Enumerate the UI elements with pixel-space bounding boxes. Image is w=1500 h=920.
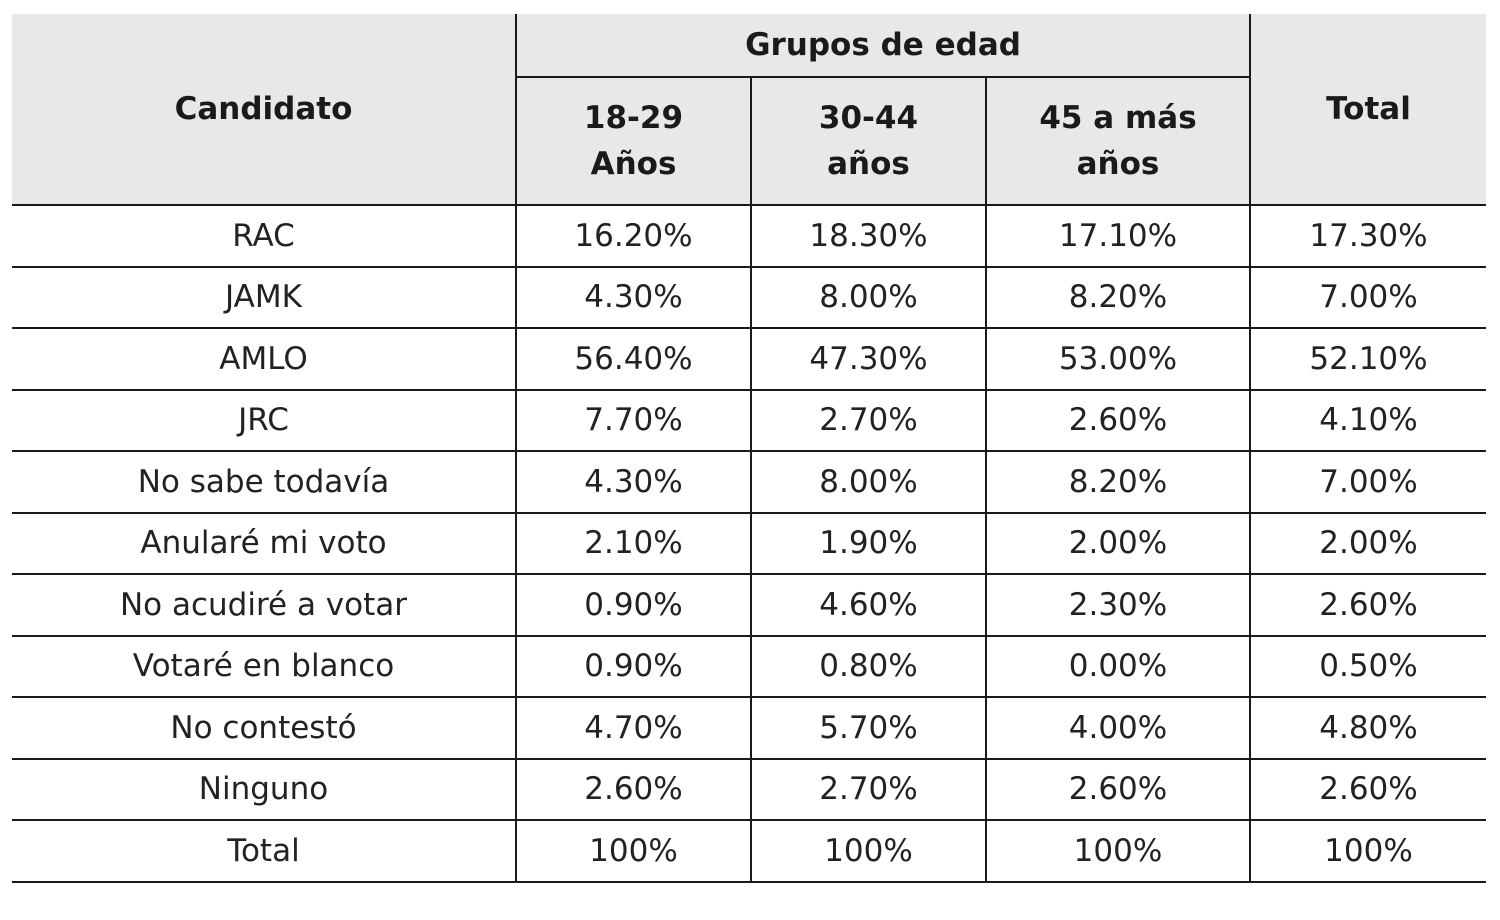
header-age-45-plus: 45 a más años (985, 76, 1250, 206)
row-label: JAMK (12, 265, 517, 329)
row-label: JRC (12, 388, 517, 452)
header-age-45-plus-line1: 45 a más (1039, 100, 1197, 136)
table-body: RAC 16.20% 18.30% 17.10% 17.30% JAMK 4.30% 8.00… (12, 204, 1486, 883)
row-label: AMLO (12, 327, 517, 391)
row-label: No contestó (12, 696, 517, 760)
table-row: RAC 16.20% 18.30% 17.10% 17.30% (12, 204, 1486, 268)
table-row: JRC 7.70% 2.70% 2.60% 4.10% (12, 388, 1486, 452)
table-cell: 47.30% (750, 327, 987, 391)
table-cell: 18.30% (750, 204, 987, 268)
header-candidate: Candidato (12, 14, 517, 206)
table-row: No acudiré a votar 0.90% 4.60% 2.30% 2.60% (12, 573, 1486, 637)
table-cell: 8.00% (750, 265, 987, 329)
table-cell: 4.60% (750, 573, 987, 637)
poll-table: Candidato Grupos de edad Total 18-29 Año… (12, 14, 1486, 883)
table-cell: 4.10% (1249, 388, 1486, 452)
table-cell: 2.60% (1249, 573, 1486, 637)
table-cell: 1.90% (750, 511, 987, 575)
table-cell: 5.70% (750, 696, 987, 760)
header-age-18-29-line1: 18-29 (583, 100, 684, 136)
row-label: No sabe todavía (12, 450, 517, 514)
table-cell: 2.10% (515, 511, 752, 575)
table-cell: 4.30% (515, 450, 752, 514)
header-age-18-29-line2: Años (590, 146, 677, 182)
header-age-30-44: 30-44 años (750, 76, 987, 206)
table-cell: 2.00% (985, 511, 1251, 575)
table-row: Anularé mi voto 2.10% 1.90% 2.00% 2.00% (12, 511, 1486, 575)
row-label: Total (12, 819, 517, 883)
table-cell: 7.00% (1249, 265, 1486, 329)
row-label: No acudiré a votar (12, 573, 517, 637)
table-cell: 100% (1249, 819, 1486, 883)
table-cell: 2.60% (985, 757, 1251, 821)
header-age-groups: Grupos de edad (515, 14, 1251, 78)
header-total: Total (1249, 14, 1486, 206)
header-age-30-44-line1: 30-44 (818, 100, 919, 136)
table-row: No contestó 4.70% 5.70% 4.00% 4.80% (12, 696, 1486, 760)
table-cell: 56.40% (515, 327, 752, 391)
table-cell: 2.60% (515, 757, 752, 821)
table-cell: 2.60% (985, 388, 1251, 452)
table-cell: 100% (515, 819, 752, 883)
row-label: Ninguno (12, 757, 517, 821)
table-cell: 0.90% (515, 634, 752, 698)
table-cell: 4.80% (1249, 696, 1486, 760)
table-cell: 52.10% (1249, 327, 1486, 391)
table-cell: 7.00% (1249, 450, 1486, 514)
table-row: Ninguno 2.60% 2.70% 2.60% 2.60% (12, 757, 1486, 821)
table-cell: 8.00% (750, 450, 987, 514)
table-cell: 100% (750, 819, 987, 883)
table-cell: 0.00% (985, 634, 1251, 698)
table-cell: 100% (985, 819, 1251, 883)
table-cell: 16.20% (515, 204, 752, 268)
table-cell: 2.00% (1249, 511, 1486, 575)
table-cell: 7.70% (515, 388, 752, 452)
table-cell: 2.70% (750, 757, 987, 821)
table-cell: 2.30% (985, 573, 1251, 637)
table-cell: 2.60% (1249, 757, 1486, 821)
table-cell: 4.30% (515, 265, 752, 329)
header-age-18-29: 18-29 Años (516, 76, 752, 206)
table-row: Votaré en blanco 0.90% 0.80% 0.00% 0.50% (12, 634, 1486, 698)
table-row: AMLO 56.40% 47.30% 53.00% 52.10% (12, 327, 1486, 391)
table-row: No sabe todavía 4.30% 8.00% 8.20% 7.00% (12, 450, 1486, 514)
table-cell: 0.80% (750, 634, 987, 698)
row-label: Anularé mi voto (12, 511, 517, 575)
table-cell: 17.10% (985, 204, 1251, 268)
header-age-45-plus-line2: años (1076, 146, 1160, 182)
table-cell: 2.70% (750, 388, 987, 452)
row-label: Votaré en blanco (12, 634, 517, 698)
table-cell: 8.20% (985, 265, 1251, 329)
table-cell: 0.50% (1249, 634, 1486, 698)
table-cell: 4.00% (985, 696, 1251, 760)
row-label: RAC (12, 204, 517, 268)
table-cell: 8.20% (985, 450, 1251, 514)
table-cell: 53.00% (985, 327, 1251, 391)
header-age-30-44-line2: años (827, 146, 910, 182)
table-cell: 17.30% (1249, 204, 1486, 268)
table-row: JAMK 4.30% 8.00% 8.20% 7.00% (12, 265, 1486, 329)
table-cell: 4.70% (515, 696, 752, 760)
table-row: Total 100% 100% 100% 100% (12, 819, 1486, 883)
table-cell: 0.90% (515, 573, 752, 637)
